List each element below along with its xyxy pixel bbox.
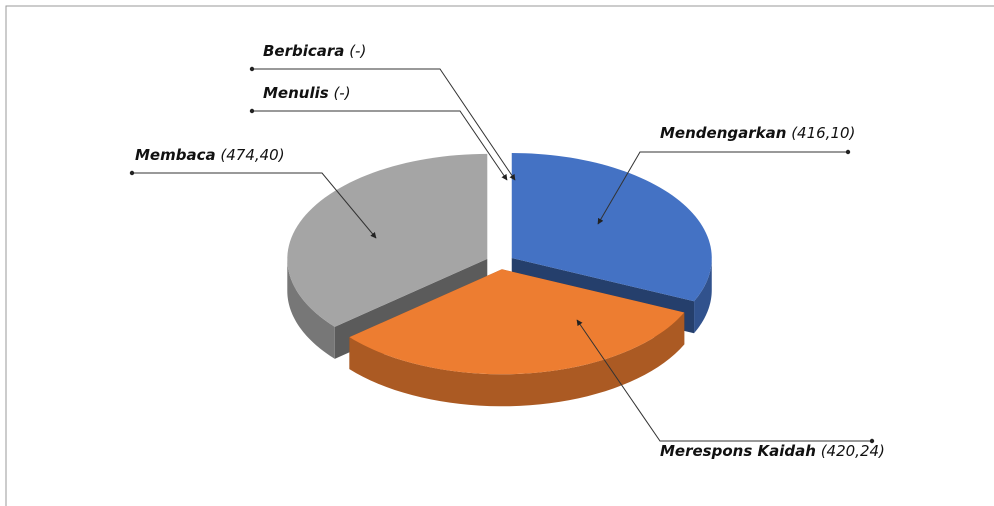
value-label: (416,10) [791,124,855,142]
leader-line [132,172,377,239]
category-name: Merespons Kaidah [660,442,816,460]
value-label: (-) [333,84,350,102]
leader-dot [249,108,255,114]
slice-top [349,269,685,375]
category-name: Membaca [135,146,216,164]
pie [287,153,712,407]
category-name: Mendengarkan [660,124,786,142]
slice-side [694,258,712,334]
slice-label: Merespons Kaidah (420,24) [660,442,885,460]
slice-label: Berbicara (-) [263,42,366,60]
slice [349,269,685,407]
labels: Mendengarkan (416,10) Merespons Kaidah (4… [129,42,885,460]
slice-side [349,312,685,407]
leader-line [576,319,872,442]
slice-top [287,153,488,327]
leader-line [252,110,508,181]
leader-dot [129,170,135,176]
value-label: (-) [349,42,366,60]
leader-line [597,151,848,225]
slice-side [287,258,335,359]
leader-line [252,68,516,181]
slice-top [511,153,712,302]
category-name: Menulis [263,84,329,102]
leader-dot [249,66,255,72]
value-label: (474,40) [220,146,284,164]
slice-label: Menulis (-) [263,84,351,102]
value-label: (420,24) [821,442,885,460]
slice-label: Mendengarkan (416,10) [660,124,855,142]
leader-dot [869,438,875,444]
slice-label: Membaca (474,40) [135,146,285,164]
category-name: Berbicara [263,42,344,60]
leader-dot [845,149,851,155]
frame [5,5,994,506]
